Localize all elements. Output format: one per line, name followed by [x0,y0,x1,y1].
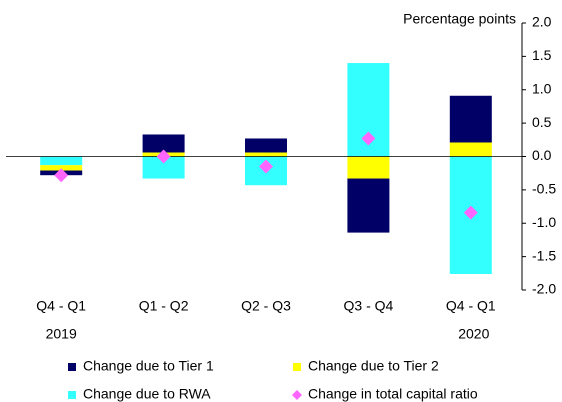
year-label: 2020 [458,326,489,342]
diamond-marker [156,149,171,164]
legend-label: Change due to Tier 1 [83,358,214,374]
x-tick-label: Q3 - Q4 [344,298,394,314]
diamond-marker [361,131,376,146]
y-tick-label: -0.5 [532,181,556,197]
x-tick-label: Q1 - Q2 [139,298,189,314]
y-tick-label: 1.0 [532,80,552,96]
y-tick-label: -2.0 [532,281,556,297]
y-tick-label: -1.0 [532,214,556,230]
x-tick-label: Q4 - Q1 [446,298,496,314]
bar-segment [245,138,287,153]
bar-segment [347,178,390,233]
x-tick-label: Q2 - Q3 [241,298,291,314]
y-tick-label: 0.5 [532,114,552,130]
y-tick-label: -1.5 [532,247,556,263]
x-tick-label: Q4 - Q1 [36,298,86,314]
legend-label: Change due to RWA [83,386,211,402]
legend-swatch [293,363,301,371]
bar-segment [449,142,492,157]
bar-segment [245,152,287,157]
bar-segment [40,156,83,166]
y-tick-label: 2.0 [532,14,552,30]
bar-segment [449,95,492,143]
bar-segment [142,134,185,153]
axis-title: Percentage points [403,11,516,27]
bar-segment [142,156,185,179]
y-tick-label: 0.0 [532,147,552,163]
legend-label: Change in total capital ratio [308,386,478,402]
year-label: 2019 [46,326,77,342]
legend-label: Change due to Tier 2 [308,358,439,374]
diamond-marker [54,168,69,183]
legend-swatch [68,363,76,371]
diamond-marker [463,205,478,220]
diamond-marker [259,159,273,174]
bar-segment [40,165,83,171]
y-tick-label: 1.5 [532,47,552,63]
legend-swatch [292,390,302,400]
legend-swatch [68,391,76,399]
bar-segment [347,156,390,179]
